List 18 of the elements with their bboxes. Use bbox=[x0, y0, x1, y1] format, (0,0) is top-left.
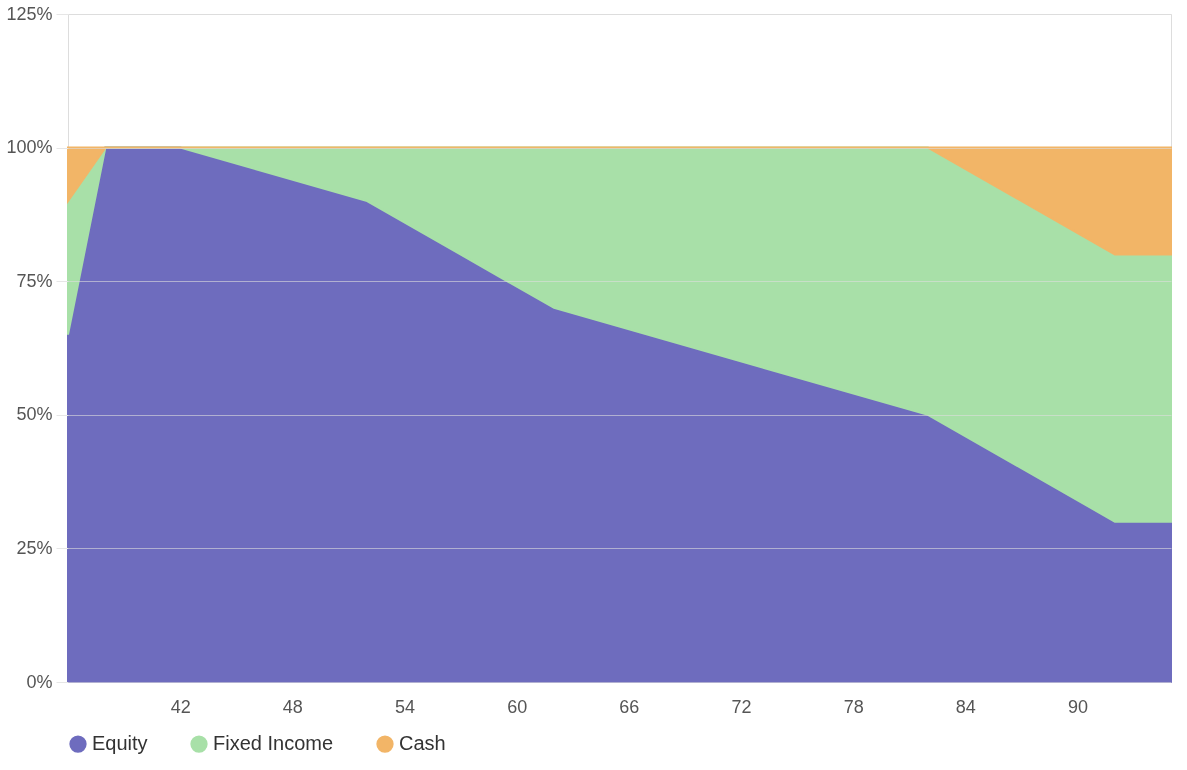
x-tick-label: 42 bbox=[170, 696, 191, 717]
x-tick-label: 54 bbox=[394, 696, 416, 717]
x-tick-label: 72 bbox=[731, 696, 752, 717]
y-tick-label: 125% bbox=[6, 3, 53, 24]
y-tick-label: 50% bbox=[16, 404, 53, 425]
x-tick-label: 90 bbox=[1068, 696, 1089, 717]
x-tick-label: 78 bbox=[843, 696, 864, 717]
y-tick-label: 100% bbox=[6, 137, 53, 158]
x-tick-label: 48 bbox=[282, 696, 303, 717]
y-tick-label: 0% bbox=[26, 671, 53, 692]
y-tick-label: 25% bbox=[16, 537, 53, 558]
x-tick-label: 84 bbox=[955, 696, 976, 717]
x-tick-label: 66 bbox=[619, 696, 640, 717]
x-tick-label: 60 bbox=[507, 696, 528, 717]
legend-label: Cash bbox=[399, 732, 446, 755]
y-tick-label: 75% bbox=[16, 270, 53, 291]
legend-label: Fixed Income bbox=[213, 732, 334, 755]
legend-label: Equity bbox=[92, 732, 148, 755]
